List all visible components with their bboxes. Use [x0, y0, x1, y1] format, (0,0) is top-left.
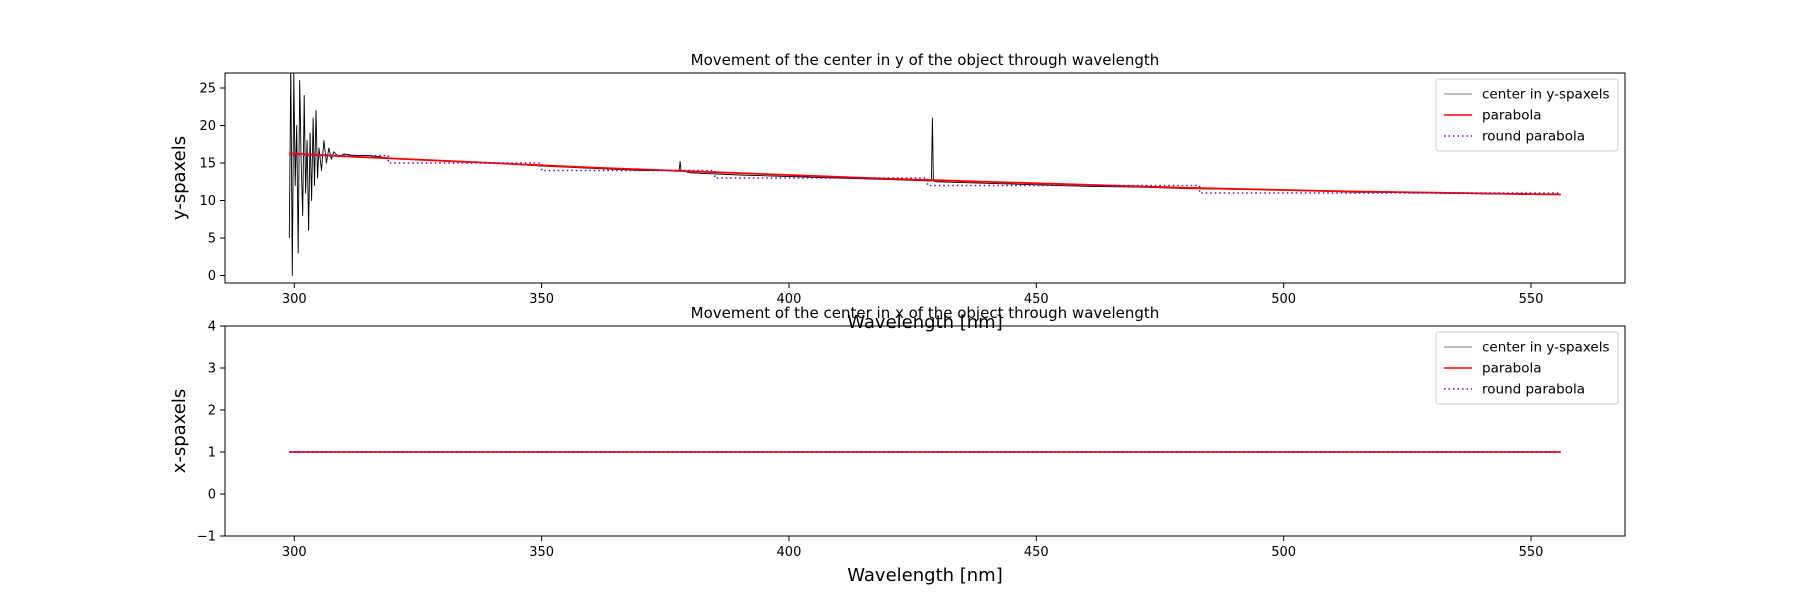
y-axis-label: x-spaxels — [169, 389, 190, 474]
x-axis-label: Wavelength [nm] — [847, 565, 1003, 586]
x-tick-label: 550 — [1519, 545, 1544, 560]
legend-label: center in y-spaxels — [1482, 340, 1610, 356]
axes-frame — [224, 72, 1626, 284]
series-line-center-in-y-spaxels — [288, 73, 1561, 276]
legend: center in y-spaxels parabola round parabol… — [1435, 78, 1619, 152]
y-tick-label: 0 — [208, 488, 216, 503]
legend-label: round parabola — [1482, 129, 1585, 145]
x-tick-label: 500 — [1271, 292, 1296, 307]
y-tick-label: 1 — [208, 446, 216, 461]
x-axis-label: Wavelength [nm] — [847, 312, 1003, 333]
y-tick-label: 25 — [199, 82, 216, 97]
x-tick-label: 450 — [1024, 292, 1049, 307]
series-line-round-parabola — [289, 154, 1561, 194]
plot-area — [288, 73, 1561, 276]
legend-label: center in y-spaxels — [1482, 87, 1610, 103]
legend-label: parabola — [1482, 108, 1542, 124]
y-tick-label: 3 — [208, 362, 216, 377]
x-tick-label: 300 — [282, 545, 307, 560]
y-axis-label: y-spaxels — [169, 136, 190, 220]
axes-frame — [224, 325, 1626, 537]
legend-label: parabola — [1482, 361, 1542, 377]
x-tick-label: 400 — [777, 292, 802, 307]
y-tick-label: 15 — [199, 157, 216, 172]
x-tick-label: 500 — [1271, 545, 1296, 560]
x-tick-label: 350 — [529, 545, 554, 560]
chart-panel-1: Movement of the center in y of the objec… — [169, 51, 1626, 333]
x-tick-label: 400 — [777, 545, 802, 560]
legend: center in y-spaxels parabola round parabol… — [1435, 331, 1619, 405]
legend-box — [1435, 78, 1619, 152]
y-tick-label: 5 — [208, 232, 216, 247]
chart-title: Movement of the center in x of the objec… — [691, 304, 1160, 322]
x-tick-label: 450 — [1024, 545, 1049, 560]
y-tick-label: 10 — [199, 194, 216, 209]
y-tick-label: 4 — [208, 320, 216, 335]
x-tick-label: 350 — [529, 292, 554, 307]
x-tick-label: 300 — [282, 292, 307, 307]
legend-label: round parabola — [1482, 382, 1585, 398]
y-tick-label: −1 — [197, 530, 216, 545]
chart-title: Movement of the center in y of the objec… — [691, 51, 1160, 69]
series-line-parabola — [289, 152, 1561, 196]
y-tick-label: 0 — [208, 269, 216, 284]
legend-box — [1435, 331, 1619, 405]
x-tick-label: 550 — [1519, 292, 1544, 307]
y-tick-label: 2 — [208, 404, 216, 419]
chart-panel-2: Movement of the center in x of the objec… — [169, 304, 1626, 586]
y-tick-label: 20 — [199, 119, 216, 134]
